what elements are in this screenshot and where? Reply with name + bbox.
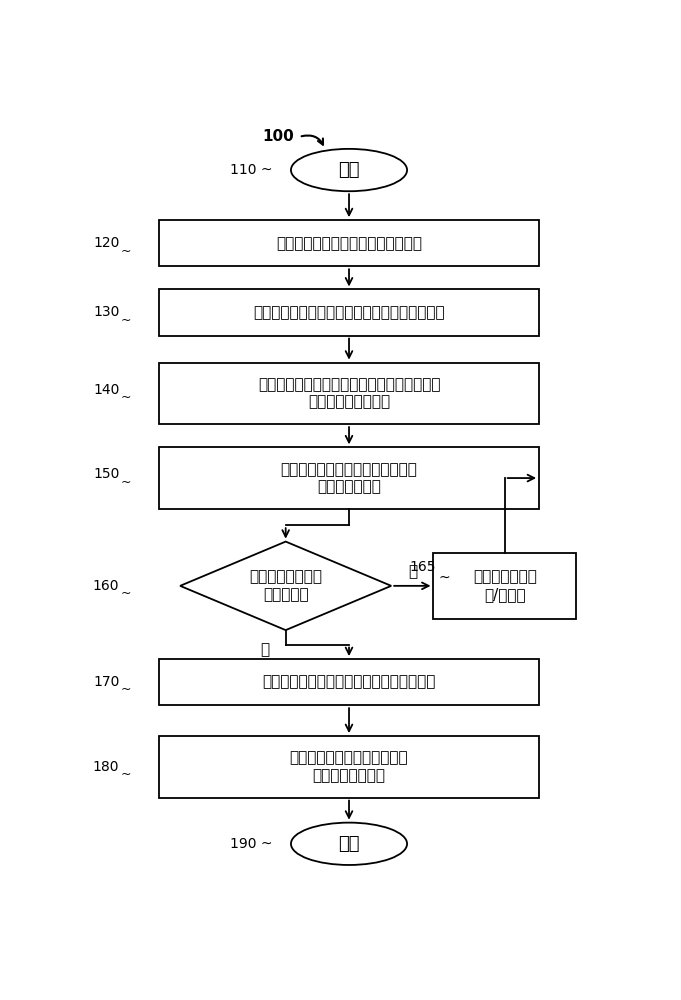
Text: 150: 150 [93,467,119,481]
Text: 改变部件的旋转
和/或放置: 改变部件的旋转 和/或放置 [473,570,537,602]
Text: 190 ~: 190 ~ [230,837,272,851]
Bar [433,553,576,619]
Text: ~: ~ [121,768,131,781]
Bar [159,659,539,705]
Bar [159,363,539,424]
Text: 拾取和放置部件至在所述基板使得所述部件的
端子接触所述导电胶: 拾取和放置部件至在所述基板使得所述部件的 端子接触所述导电胶 [258,377,440,410]
Text: 100: 100 [262,129,294,144]
Text: 可选的，在所述基板的预定区域上分散非导电胶: 可选的，在所述基板的预定区域上分散非导电胶 [253,305,445,320]
Bar [159,736,539,798]
Bar [159,220,539,266]
Text: 120: 120 [93,236,119,250]
Text: 165: 165 [409,560,436,574]
Text: ~: ~ [439,571,450,585]
Text: ~: ~ [121,314,131,327]
Text: ~: ~ [121,391,131,404]
Text: 180: 180 [93,760,119,774]
Text: ~: ~ [121,244,131,257]
Text: ~: ~ [121,683,131,696]
Text: 170: 170 [93,675,119,689]
Text: 清洁基板和（可选的）部件；
测试所述电子装置: 清洁基板和（可选的）部件； 测试所述电子装置 [289,751,409,783]
Text: 110 ~: 110 ~ [230,163,272,177]
Bar [159,447,539,509]
Text: 140: 140 [93,382,119,396]
Text: 130: 130 [93,306,119,320]
Text: 部件的旋转和放置
是否正确？: 部件的旋转和放置 是否正确？ [249,570,322,602]
Text: 开始: 开始 [338,161,360,179]
Text: 结束: 结束 [338,835,360,853]
Text: ~: ~ [121,475,131,488]
Bar [159,289,539,336]
Text: 是: 是 [260,642,269,657]
Text: 可选的检测和纠正在所述焊盘上的
部件旋转和放置: 可选的检测和纠正在所述焊盘上的 部件旋转和放置 [281,462,417,494]
Text: 在预定的温度，以预定时长固化所述导电胶: 在预定的温度，以预定时长固化所述导电胶 [262,675,436,690]
Text: 160: 160 [93,579,119,593]
Text: 否: 否 [408,564,417,579]
Text: 在所述基板的所述焊盘上打印导电胶: 在所述基板的所述焊盘上打印导电胶 [276,236,422,251]
Text: ~: ~ [121,587,131,600]
